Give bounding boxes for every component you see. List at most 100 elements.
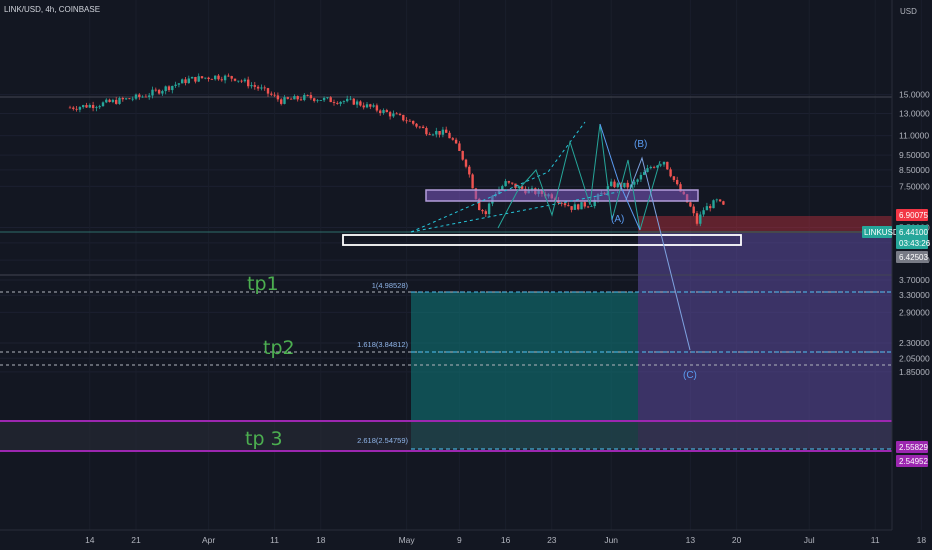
candle-body	[392, 113, 395, 117]
candle-body	[362, 105, 365, 108]
candle-body	[336, 102, 339, 104]
candle-body	[111, 99, 115, 102]
candle-body	[395, 113, 398, 115]
candle-body	[382, 110, 385, 114]
candle-body	[567, 205, 570, 207]
price-tick-label: 8.50000	[899, 165, 930, 175]
candle-body	[88, 104, 91, 108]
candle-body	[276, 95, 280, 100]
last-price-tag: 6.44100 03:43:26	[896, 225, 931, 249]
time-axis[interactable]: 1421Apr1118May91623Jun1320Jul111825	[85, 535, 932, 545]
candle-body	[445, 129, 448, 133]
candle-body	[101, 102, 105, 107]
time-tick-label: 11	[871, 535, 880, 545]
price-tick-label: 2.05000	[899, 353, 930, 363]
candle-body	[412, 120, 415, 124]
candle-body	[78, 107, 82, 110]
time-tick-label: 13	[686, 535, 696, 545]
candle-body	[144, 96, 148, 98]
candle-body	[402, 114, 405, 121]
symbol-label[interactable]: LINK/USD, 4h, COINBASE	[4, 5, 100, 14]
candle-body	[583, 202, 586, 207]
candle-body	[379, 110, 382, 114]
candle-body	[85, 105, 88, 108]
candle-body	[570, 206, 573, 210]
candle-body	[154, 89, 157, 91]
support-zone[interactable]	[342, 234, 742, 246]
candle-body	[91, 104, 95, 109]
time-tick-label: 18	[316, 535, 326, 545]
candle-body	[204, 77, 207, 79]
candle-body	[309, 95, 313, 99]
candle-body	[98, 106, 101, 108]
fib2-label: 1.618(3.84812)	[357, 340, 408, 349]
candle-body	[590, 206, 593, 207]
time-tick-label: 16	[501, 535, 511, 545]
candle-body	[270, 93, 273, 95]
candle-body	[247, 79, 250, 87]
candle-body	[349, 98, 352, 100]
candle-body	[718, 199, 722, 202]
candle-body	[616, 183, 619, 188]
candle-body	[329, 97, 332, 103]
candle-body	[692, 206, 695, 214]
candle-body	[105, 99, 108, 103]
candle-body	[451, 138, 454, 140]
candle-body	[250, 85, 253, 87]
candle-body	[652, 166, 656, 168]
candle-body	[319, 100, 322, 102]
target-zone[interactable]	[638, 233, 892, 449]
candle-body	[468, 166, 471, 175]
candle-body	[253, 85, 256, 87]
candle-body	[118, 97, 121, 104]
time-tick-label: Apr	[202, 535, 215, 545]
candle-body	[217, 75, 220, 80]
candle-body	[131, 98, 134, 100]
candle-body	[504, 181, 507, 187]
stop-loss-zone[interactable]	[638, 216, 892, 233]
candle-body	[167, 86, 171, 91]
candle-body	[233, 78, 237, 81]
fib3-label: 2.618(2.54759)	[357, 436, 408, 445]
candle-body	[177, 83, 181, 85]
price-tick-label: 15.0000	[899, 90, 930, 100]
candle-body	[481, 210, 484, 212]
candle-body	[643, 172, 646, 175]
time-tick-label: 20	[732, 535, 742, 545]
fib1-label: 1(4.98528)	[372, 281, 409, 290]
candle-body	[458, 143, 461, 151]
candle-body	[332, 102, 336, 103]
price-tick-label: 2.30000	[899, 338, 930, 348]
candle-body	[666, 161, 669, 170]
resistance-zone[interactable]	[425, 189, 699, 202]
wave-a-leg	[599, 123, 641, 231]
candle-body	[194, 76, 197, 82]
candle-body	[283, 97, 286, 104]
price-tick-label: 2.90000	[899, 307, 930, 317]
candle-body	[322, 97, 326, 101]
candle-body	[517, 186, 520, 188]
candle-body	[369, 104, 372, 107]
candle-body	[610, 181, 613, 187]
price-tick-label: 9.50000	[899, 150, 930, 160]
price-tick-label: 11.0000	[899, 131, 929, 141]
candle-body	[633, 181, 636, 185]
candle-body	[689, 202, 692, 207]
candle-body	[676, 179, 679, 185]
tp3-label: tp 3	[245, 428, 283, 450]
candle-body	[316, 100, 319, 102]
candle-body	[428, 134, 431, 136]
candle-body	[712, 200, 715, 209]
candle-body	[438, 130, 441, 135]
candle-body	[299, 99, 303, 101]
candle-body	[128, 98, 131, 100]
candle-body	[75, 108, 78, 110]
candle-body	[649, 166, 652, 169]
candle-body	[197, 76, 200, 82]
candle-body	[365, 104, 369, 108]
candle-body	[421, 126, 425, 129]
candle-body	[507, 181, 511, 183]
candle-body	[273, 94, 276, 96]
candle-body	[124, 98, 128, 100]
